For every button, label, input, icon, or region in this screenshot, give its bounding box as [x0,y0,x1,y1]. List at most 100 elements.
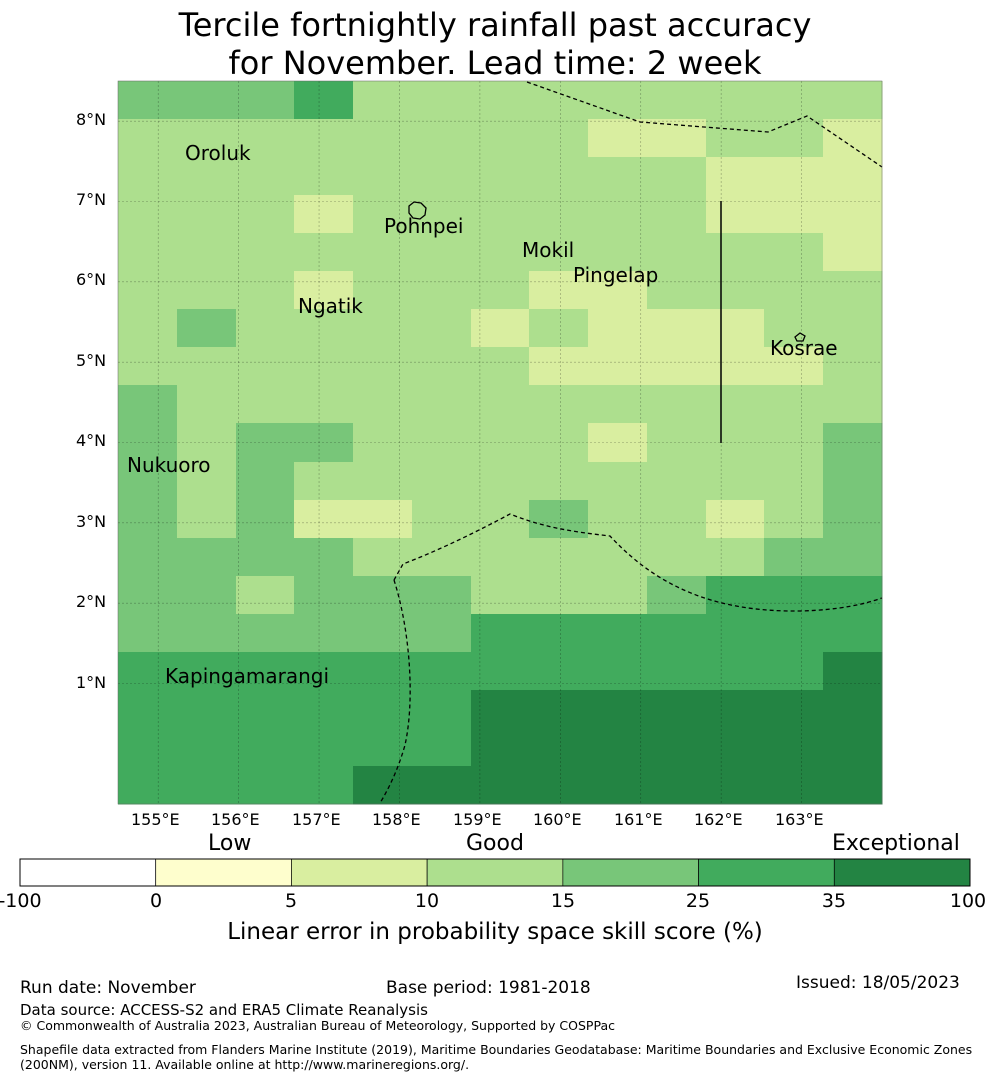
base-period: Base period: 1981-2018 [386,978,591,998]
skill-cell [118,576,178,615]
skill-cell [353,500,413,539]
colorbar [19,858,971,887]
eez-boundary-west [379,579,411,804]
skill-cell [823,576,883,615]
skill-cell [177,271,237,310]
skill-cell [706,233,765,272]
skill-cell [353,195,413,234]
skill-cell [236,423,295,463]
skill-cell [471,271,530,310]
skill-cell [353,385,413,424]
skill-cell [294,347,354,386]
colorbar-tick-label: 0 [149,890,163,912]
skill-cell [823,233,883,272]
skill-cell [588,195,648,234]
issued-date: Issued: 18/05/2023 [796,973,960,993]
skill-cell [647,309,707,348]
skill-cell [412,233,472,272]
lon-tick-label: 162°E [694,810,743,829]
skill-cell [353,423,413,463]
skill-cell [706,652,765,691]
skill-cell [706,538,765,577]
skill-cell [177,81,237,120]
skill-cell [294,119,354,158]
skill-cell [529,652,589,691]
lon-tick-label: 159°E [453,810,502,829]
skill-cell [529,195,589,234]
skill-cell [353,271,413,310]
skill-cell [177,119,237,158]
island-outlines [408,201,806,342]
skill-cell [588,652,648,691]
skill-cell [764,119,824,158]
skill-cell [294,385,354,424]
skill-cell [764,538,824,577]
skill-cell [353,652,413,691]
skill-cell [823,81,883,120]
skill-cell [471,614,530,653]
skill-cell [412,347,472,386]
skill-cell [177,690,237,729]
skill-cell [471,576,530,615]
skill-cell [529,271,589,310]
shapefile-credit-line-2: (200NM), version 11. Available online at… [20,1057,470,1072]
colorbar-segment [698,858,835,887]
skill-cell [588,271,648,310]
colorbar-tick-label: 10 [414,890,440,912]
skill-cell [823,347,883,386]
skill-cell [471,462,530,501]
skill-cell [118,195,178,234]
skill-cell [764,766,824,805]
skill-cell [823,157,883,196]
skill-cell [353,576,413,615]
skill-grid-cells [118,81,883,805]
skill-cell [529,233,589,272]
skill-cell [706,195,765,234]
skill-cell [588,233,648,272]
skill-cell [294,309,354,348]
skill-cell [647,157,707,196]
skill-cell [294,271,354,310]
skill-cell [471,690,530,729]
skill-cell [118,728,178,767]
skill-cell [236,538,295,577]
skill-cell [177,233,237,272]
skill-cell [471,119,530,158]
skill-cell [823,766,883,805]
skill-cell [647,538,707,577]
skill-cell [236,385,295,424]
skill-cell [588,576,648,615]
colorbar-segment [155,858,292,887]
colorbar-label: Linear error in probability space skill … [227,919,763,945]
skill-cell [177,157,237,196]
skill-cell [529,500,589,539]
skill-cell [294,500,354,539]
skill-cell [647,385,707,424]
skill-cell [471,81,530,120]
eez-boundary-north [526,81,883,168]
skill-cell [412,195,472,234]
skill-cell [588,766,648,805]
skill-cell [177,309,237,348]
skill-cell [706,271,765,310]
skill-cell [706,119,765,158]
skill-cell [118,462,178,501]
skill-cell [823,385,883,424]
copyright-notice: © Commonwealth of Australia 2023, Austra… [20,1018,615,1033]
skill-cell [177,462,237,501]
skill-cell [118,614,178,653]
skill-cell [823,271,883,310]
skill-cell [706,728,765,767]
skill-cell [588,690,648,729]
skill-cell [764,233,824,272]
skill-cell [236,195,295,234]
skill-cell [236,233,295,272]
skill-cell [412,271,472,310]
run-date: Run date: November [20,978,196,998]
skill-cell [471,347,530,386]
skill-cell [764,690,824,729]
skill-cell [412,309,472,348]
skill-cell [236,271,295,310]
skill-cell [353,309,413,348]
